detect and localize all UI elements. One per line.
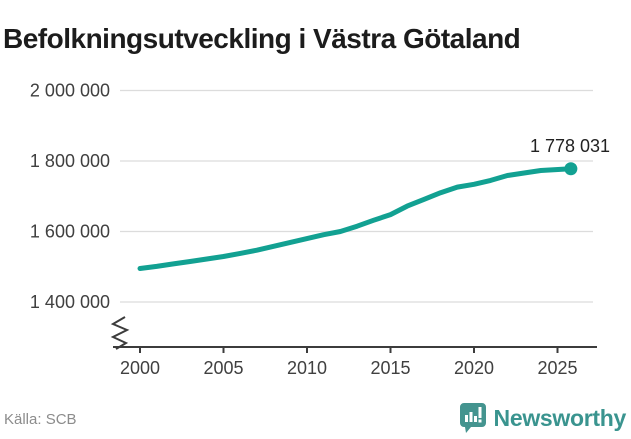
y-tick-label: 1 600 000 (30, 222, 110, 242)
x-tick-label: 2010 (287, 358, 327, 378)
page-title: Befolkningsutveckling i Västra Götaland (3, 22, 521, 54)
brand-name: Newsworthy (493, 404, 627, 431)
brand-footer: Newsworthy (457, 400, 626, 436)
y-tick-label: 1 400 000 (30, 292, 110, 312)
end-point-dot (564, 162, 578, 176)
source-note: Källa: SCB (4, 411, 77, 428)
x-tick-label: 2015 (370, 358, 410, 378)
y-axis-break-icon (110, 316, 130, 350)
y-tick-label: 1 800 000 (30, 151, 110, 171)
population-line (137, 166, 574, 271)
end-value-label: 1 778 031 (529, 136, 611, 156)
x-tick-label: 2020 (454, 358, 494, 378)
x-tick-label: 2025 (537, 358, 577, 378)
x-tick-label: 2005 (203, 358, 243, 378)
x-tick-label: 2000 (120, 358, 160, 378)
newsworthy-speech-bubble-bar-chart-icon (459, 403, 486, 433)
y-tick-label: 2 000 000 (30, 81, 110, 101)
